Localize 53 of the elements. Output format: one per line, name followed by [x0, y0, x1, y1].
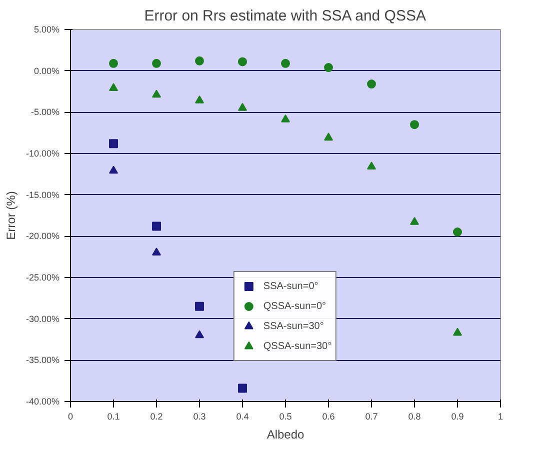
- y-tick-label: -15.00%: [26, 190, 60, 200]
- y-tick-label: -5.00%: [30, 107, 60, 118]
- point: [238, 384, 247, 393]
- y-axis-title: Error (%): [4, 191, 18, 240]
- point: [152, 222, 161, 231]
- point: [195, 95, 204, 104]
- legend-label: QSSA-sun=30°: [263, 340, 332, 352]
- x-tick-label: 1: [498, 412, 504, 422]
- y-tick-label: 5.00%: [34, 24, 60, 34]
- point: [367, 80, 376, 89]
- x-tick-label: 0.9: [451, 412, 464, 422]
- x-tick-label: 0.4: [236, 412, 249, 422]
- point: [152, 90, 161, 98]
- point: [195, 330, 204, 338]
- legend-label: SSA-sun=30°: [263, 320, 324, 332]
- point: [238, 102, 247, 111]
- x-tick-label: 0.1: [107, 412, 120, 422]
- y-tick-label: -40.00%: [26, 396, 60, 406]
- x-tick-label: 0.2: [150, 412, 163, 422]
- point: [152, 58, 161, 68]
- point: [152, 248, 161, 256]
- x-tick-label: 0: [68, 412, 74, 422]
- legend-label: QSSA-sun=0°: [263, 300, 326, 312]
- point: [324, 132, 333, 141]
- legend-label: SSA-sun=0°: [263, 280, 318, 292]
- point: [367, 162, 376, 170]
- point: [324, 63, 333, 72]
- point: [109, 58, 118, 68]
- point: [281, 114, 290, 122]
- point: [109, 83, 118, 92]
- x-tick-label: 0.8: [408, 412, 421, 422]
- y-tick-label: -25.00%: [26, 272, 60, 282]
- point: [410, 120, 419, 130]
- y-tick-label: 0.00%: [34, 66, 60, 76]
- y-tick-label: -20.00%: [26, 231, 60, 242]
- x-tick-label: 0.5: [279, 412, 292, 422]
- point: [410, 216, 419, 225]
- y-tick-label: -35.00%: [26, 355, 60, 366]
- point: [195, 56, 204, 66]
- point: [109, 139, 118, 148]
- x-tick-label: 0.7: [365, 412, 378, 422]
- point: [109, 166, 118, 174]
- y-tick-label: -10.00%: [26, 148, 60, 158]
- x-tick-label: 0.6: [322, 412, 335, 422]
- point: [453, 328, 462, 336]
- point: [238, 57, 247, 66]
- point: [195, 302, 204, 311]
- chart-title: Error on Rrs estimate with SSA and QSSA: [144, 8, 426, 24]
- point: [281, 58, 290, 68]
- x-axis-title: Albedo: [266, 428, 305, 442]
- point: [453, 228, 462, 237]
- x-tick-label: 0.3: [193, 412, 206, 422]
- y-tick-label: -30.00%: [26, 314, 60, 324]
